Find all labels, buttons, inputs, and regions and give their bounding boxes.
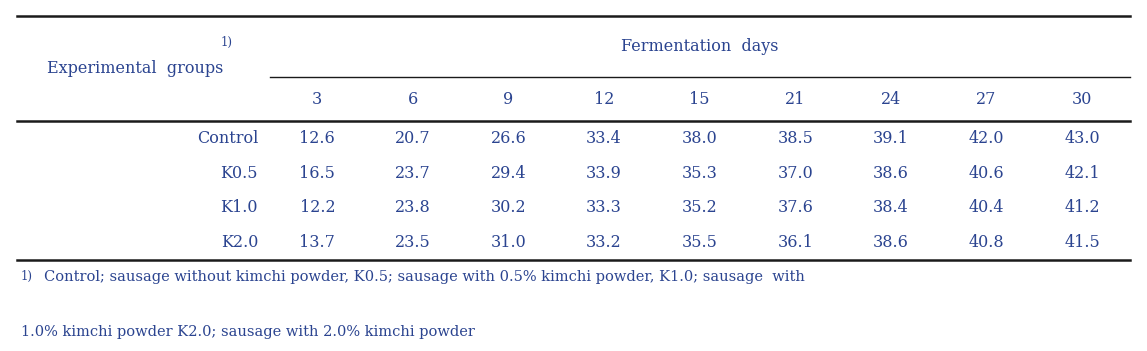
- Text: 38.0: 38.0: [681, 130, 718, 147]
- Text: 20.7: 20.7: [395, 130, 431, 147]
- Text: 35.3: 35.3: [681, 165, 718, 181]
- Text: 29.4: 29.4: [491, 165, 526, 181]
- Text: K2.0: K2.0: [220, 234, 258, 251]
- Text: 23.7: 23.7: [395, 165, 431, 181]
- Text: 38.4: 38.4: [873, 199, 908, 216]
- Text: 38.6: 38.6: [873, 165, 908, 181]
- Text: 35.5: 35.5: [681, 234, 718, 251]
- Text: 12: 12: [594, 91, 615, 108]
- Text: 23.5: 23.5: [395, 234, 431, 251]
- Text: Control; sausage without kimchi powder, K0.5; sausage with 0.5% kimchi powder, K: Control; sausage without kimchi powder, …: [44, 270, 804, 284]
- Text: 1): 1): [221, 36, 233, 49]
- Text: 24: 24: [881, 91, 900, 108]
- Text: 6: 6: [408, 91, 418, 108]
- Text: 30: 30: [1071, 91, 1092, 108]
- Text: 3: 3: [312, 91, 322, 108]
- Text: 36.1: 36.1: [778, 234, 813, 251]
- Text: 21: 21: [785, 91, 805, 108]
- Text: 9: 9: [504, 91, 514, 108]
- Text: 15: 15: [689, 91, 710, 108]
- Text: 33.9: 33.9: [586, 165, 622, 181]
- Text: 16.5: 16.5: [299, 165, 335, 181]
- Text: 1): 1): [21, 270, 32, 283]
- Text: 38.6: 38.6: [873, 234, 908, 251]
- Text: 39.1: 39.1: [873, 130, 908, 147]
- Text: 31.0: 31.0: [491, 234, 526, 251]
- Text: 41.5: 41.5: [1064, 234, 1100, 251]
- Text: 23.8: 23.8: [395, 199, 431, 216]
- Text: Experimental  groups: Experimental groups: [47, 60, 223, 77]
- Text: 33.3: 33.3: [586, 199, 622, 216]
- Text: 40.8: 40.8: [968, 234, 1005, 251]
- Text: 35.2: 35.2: [681, 199, 718, 216]
- Text: 12.6: 12.6: [299, 130, 335, 147]
- Text: Fermentation  days: Fermentation days: [621, 38, 779, 55]
- Text: 26.6: 26.6: [491, 130, 526, 147]
- Text: 41.2: 41.2: [1064, 199, 1100, 216]
- Text: K0.5: K0.5: [220, 165, 258, 181]
- Text: 12.2: 12.2: [299, 199, 335, 216]
- Text: 30.2: 30.2: [491, 199, 526, 216]
- Text: 33.2: 33.2: [586, 234, 622, 251]
- Text: Control: Control: [196, 130, 258, 147]
- Text: 13.7: 13.7: [299, 234, 335, 251]
- Text: 37.6: 37.6: [778, 199, 813, 216]
- Text: 1.0% kimchi powder K2.0; sausage with 2.0% kimchi powder: 1.0% kimchi powder K2.0; sausage with 2.…: [21, 325, 475, 339]
- Text: 43.0: 43.0: [1064, 130, 1100, 147]
- Text: 33.4: 33.4: [586, 130, 622, 147]
- Text: 42.0: 42.0: [969, 130, 1004, 147]
- Text: 27: 27: [976, 91, 997, 108]
- Text: 40.4: 40.4: [969, 199, 1004, 216]
- Text: 38.5: 38.5: [778, 130, 813, 147]
- Text: 37.0: 37.0: [778, 165, 813, 181]
- Text: 42.1: 42.1: [1064, 165, 1100, 181]
- Text: 40.6: 40.6: [968, 165, 1005, 181]
- Text: K1.0: K1.0: [220, 199, 258, 216]
